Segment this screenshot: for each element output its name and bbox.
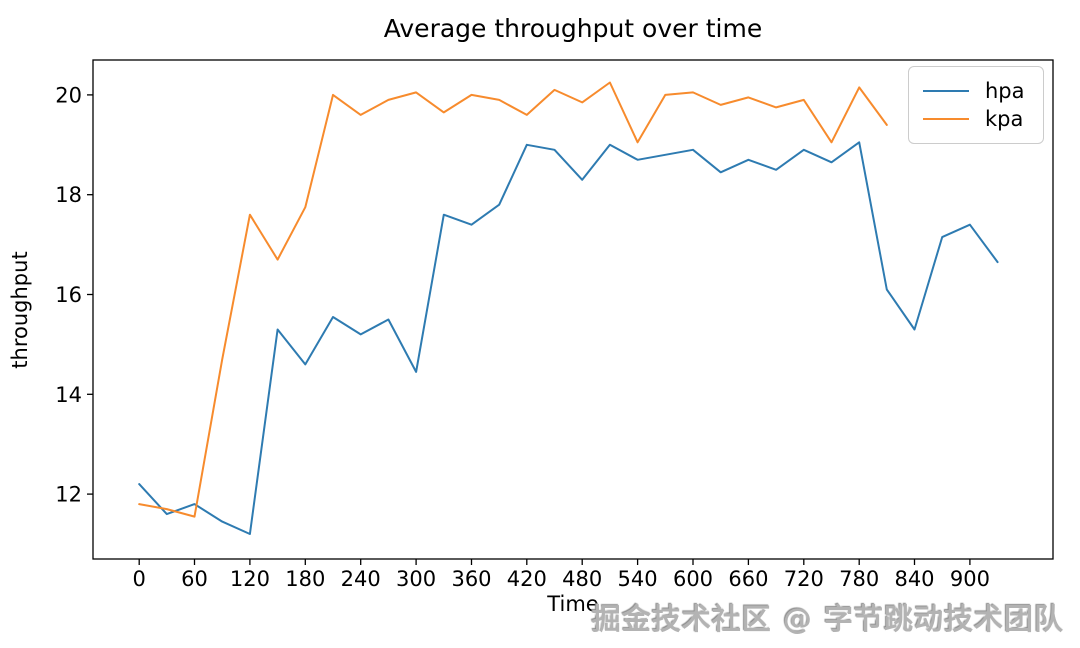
x-tick-label: 600	[673, 567, 713, 591]
y-tick-label: 16	[55, 283, 82, 307]
legend-label-kpa: kpa	[985, 106, 1024, 131]
series-kpa	[138, 81, 888, 518]
x-tick-label: 240	[341, 567, 381, 591]
chart-title: Average throughput over time	[383, 14, 763, 43]
x-tick-label: 840	[894, 567, 934, 591]
y-tick-label: 14	[55, 383, 82, 407]
watermark: 掘金技术社区 @ 字节跳动技术团队	[591, 602, 1064, 636]
legend-line-hpa-icon	[923, 90, 969, 92]
x-axis-label: Time	[547, 592, 599, 616]
legend: hpa kpa	[908, 66, 1044, 144]
x-tick-label: 480	[562, 567, 602, 591]
x-tick-label: 420	[507, 567, 547, 591]
y-axis-label: throughput	[8, 251, 32, 369]
legend-item-hpa: hpa	[923, 77, 1031, 105]
plot-border	[92, 59, 1054, 560]
legend-item-kpa: kpa	[923, 105, 1031, 133]
y-tick-label: 18	[55, 183, 82, 207]
x-tick-label: 0	[133, 567, 146, 591]
legend-line-kpa-icon	[923, 118, 969, 120]
x-tick-label: 300	[396, 567, 436, 591]
x-tick-label: 900	[950, 567, 990, 591]
x-tick-label: 660	[728, 567, 768, 591]
x-tick-label: 540	[618, 567, 658, 591]
x-tick-label: 780	[839, 567, 879, 591]
x-tick-label: 720	[784, 567, 824, 591]
x-tick-label: 120	[230, 567, 270, 591]
x-tick-label: 60	[181, 567, 208, 591]
legend-label-hpa: hpa	[985, 78, 1025, 103]
series-hpa	[138, 141, 999, 535]
x-tick-label: 360	[451, 567, 491, 591]
y-tick-label: 20	[55, 83, 82, 107]
y-tick-label: 12	[55, 483, 82, 507]
x-tick-label: 180	[285, 567, 325, 591]
